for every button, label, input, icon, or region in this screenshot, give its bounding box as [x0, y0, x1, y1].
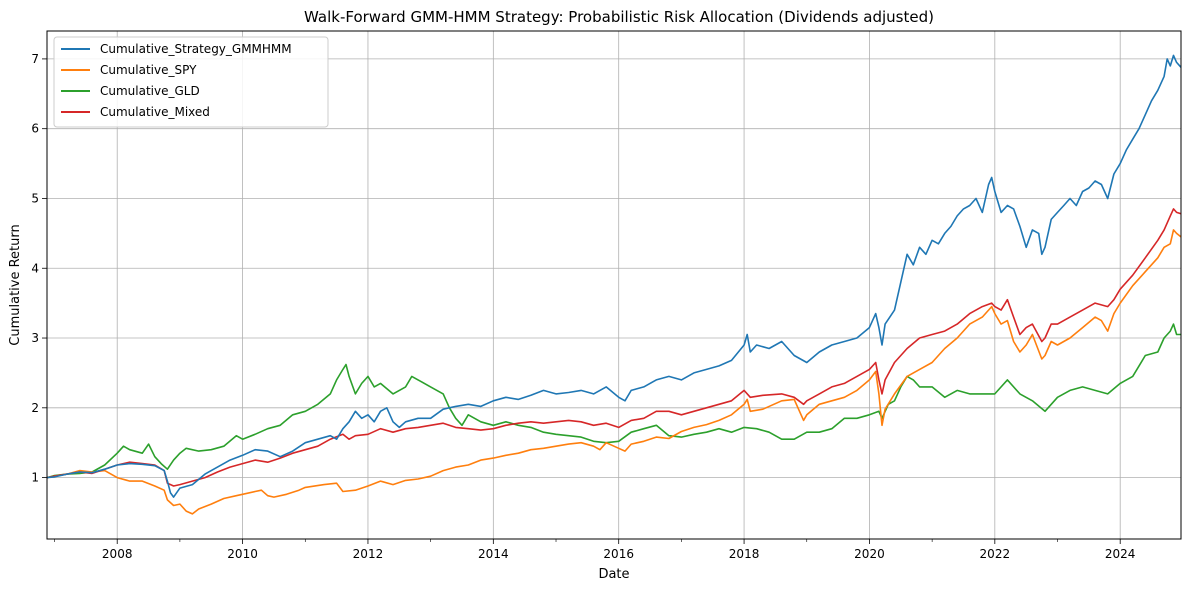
- y-tick-label: 5: [31, 191, 39, 205]
- x-axis-ticks: 2008 2010 2012 2014 2016 2018 2020 2022 2024: [54, 539, 1136, 561]
- x-tick-label: 2014: [478, 547, 509, 561]
- series-lines: [46, 54, 1182, 515]
- y-axis-ticks: 1 2 3 4 5 6 7: [31, 52, 47, 485]
- y-tick-label: 6: [31, 122, 39, 136]
- legend-entry-label: Cumulative_Mixed: [100, 105, 210, 119]
- y-tick-label: 7: [31, 52, 39, 66]
- x-tick-label: 2018: [729, 547, 760, 561]
- x-tick-label: 2010: [227, 547, 258, 561]
- x-tick-label: 2024: [1105, 547, 1136, 561]
- plot-area-frame: [46, 30, 1182, 540]
- x-axis-label: Date: [598, 567, 629, 582]
- y-tick-label: 3: [31, 331, 39, 345]
- legend-box: [53, 36, 329, 128]
- legend-entry-label: Cumulative_SPY: [100, 63, 197, 77]
- y-tick-label: 4: [31, 261, 39, 275]
- legend: Cumulative_Strategy_GMMHMM Cumulative_SPY…: [53, 36, 329, 128]
- series-line-cumulative-gld: [46, 323, 1181, 479]
- gridlines: [47, 31, 1181, 539]
- x-tick-label: 2016: [603, 547, 634, 561]
- x-tick-label: 2008: [102, 547, 133, 561]
- series-line-cumulative-strategy-gmmhmm: [46, 54, 1182, 498]
- y-axis-label: Cumulative Return: [8, 224, 23, 345]
- x-tick-label: 2012: [353, 547, 384, 561]
- y-tick-label: 2: [31, 401, 39, 415]
- chart-title: Walk-Forward GMM-HMM Strategy: Probabili…: [304, 8, 934, 26]
- legend-entry-label: Cumulative_Strategy_GMMHMM: [100, 42, 292, 56]
- series-line-cumulative-spy: [46, 229, 1182, 515]
- legend-entry-label: Cumulative_GLD: [100, 84, 200, 98]
- x-tick-label: 2020: [854, 547, 885, 561]
- x-tick-label: 2022: [980, 547, 1011, 561]
- series-line-cumulative-mixed: [46, 208, 1182, 487]
- y-tick-label: 1: [31, 471, 39, 485]
